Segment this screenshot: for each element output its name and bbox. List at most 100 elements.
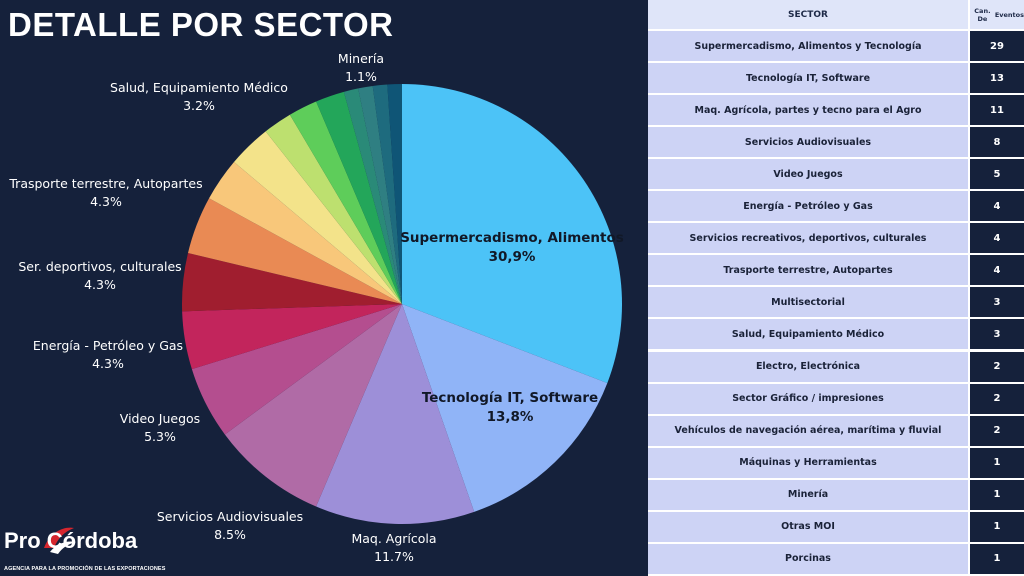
table-row: Tecnología IT, Software 13: [648, 63, 1024, 95]
pie-slice: [316, 91, 402, 304]
sector-cell: Sector Gráfico / impresiones: [648, 383, 968, 414]
chart-panel: DETALLE POR SECTOR Supermercadismo, Alim…: [4, 6, 624, 576]
pie-slice: [343, 88, 402, 304]
table-row: Servicios recreativos, deportivos, cultu…: [648, 223, 1024, 255]
pie-slice: [187, 198, 402, 304]
header-count-line2: Eventos: [994, 10, 1024, 19]
table-row: Vehículos de navegación aérea, marítima …: [648, 415, 1024, 448]
sector-cell: Multisectorial: [648, 287, 968, 318]
table-row: Trasporte terrestre, Autopartes 4: [648, 255, 1024, 287]
slice-percent: 30,9%: [489, 249, 536, 265]
sector-cell: Vehículos de navegación aérea, marítima …: [648, 415, 968, 446]
pie-slice: [289, 101, 402, 305]
procordoba-logo: Pro Córdoba AGENCIA PARA LA PROMOCIÓN DE…: [4, 522, 174, 576]
table-row: Salud, Equipamiento Médico 3: [648, 319, 1024, 351]
slice-label: Trasporte terrestre, Autopartes: [8, 176, 202, 191]
slice-label: Tecnología IT, Software: [422, 390, 598, 406]
count-cell: 2: [970, 383, 1024, 414]
count-cell: 3: [970, 319, 1024, 350]
pie-slice: [209, 161, 402, 304]
pie-chart: Supermercadismo, Alimentos 30,9% Tecnologí…: [8, 51, 624, 564]
sector-cell: Servicios recreativos, deportivos, cultu…: [648, 223, 968, 254]
slice-percent: 1.1%: [345, 69, 377, 84]
pie-slice: [402, 304, 608, 512]
sector-cell: Electro, Electrónica: [648, 351, 968, 382]
sector-cell: Minería: [648, 479, 968, 510]
swoosh-icon: [44, 527, 76, 554]
sector-cell: Tecnología IT, Software: [648, 63, 968, 94]
table-row: Minería 1: [648, 479, 1024, 512]
slice-percent: 4.3%: [90, 194, 122, 209]
table-row: Energía - Petróleo y Gas 4: [648, 191, 1024, 223]
sector-cell: Porcinas: [648, 543, 968, 574]
header-sector: SECTOR: [648, 0, 968, 29]
count-cell: 4: [970, 223, 1024, 254]
pie-slice: [234, 131, 402, 304]
count-cell: 11: [970, 95, 1024, 126]
pie-slice: [191, 304, 402, 435]
pie-slice: [316, 304, 475, 525]
count-cell: 2: [970, 415, 1024, 446]
pie-slice: [387, 83, 402, 304]
logo-brand-text: Pro Córdoba: [4, 528, 138, 553]
header-count-line1: Can. De: [974, 6, 991, 23]
slice-label: Ser. deportivos, culturales: [18, 259, 181, 274]
pie-slice: [358, 85, 402, 305]
table-row: Porcinas 1: [648, 543, 1024, 576]
slice-percent: 13,8%: [487, 409, 534, 425]
slice-label: Servicios Audiovisuales: [157, 509, 303, 524]
slice-percent: 4.3%: [92, 356, 124, 371]
count-cell: 8: [970, 127, 1024, 158]
sector-cell: Maq. Agrícola, partes y tecno para el Ag…: [648, 95, 968, 126]
table-row: Sector Gráfico / impresiones 2: [648, 383, 1024, 416]
slice-label: Supermercadismo, Alimentos: [400, 230, 624, 246]
sector-cell: Trasporte terrestre, Autopartes: [648, 255, 968, 286]
table-row: Electro, Electrónica 2: [648, 351, 1024, 384]
count-cell: 1: [970, 543, 1024, 574]
count-cell: 1: [970, 479, 1024, 510]
pie-slice: [182, 304, 402, 370]
slice-label: Salud, Equipamiento Médico: [110, 80, 288, 95]
slice-percent: 3.2%: [183, 98, 215, 113]
slice-percent: 4.3%: [84, 277, 116, 292]
slice-percent: 8.5%: [214, 527, 246, 542]
logo-tagline: AGENCIA PARA LA PROMOCIÓN DE LAS EXPORTA…: [4, 566, 166, 572]
sector-cell: Video Juegos: [648, 159, 968, 190]
table-header-row: SECTOR Can. De Eventos: [648, 0, 1024, 31]
table-row: Multisectorial 3: [648, 287, 1024, 319]
slice-percent: 11.7%: [374, 549, 414, 564]
sector-cell: Salud, Equipamiento Médico: [648, 319, 968, 350]
table-row: Supermercadismo, Alimentos y Tecnología 2…: [648, 31, 1024, 63]
pie-slice: [181, 253, 402, 312]
table-row: Máquinas y Herramientas 1: [648, 447, 1024, 480]
pie-slice: [265, 114, 402, 305]
slice-label: Energía - Petróleo y Gas: [33, 338, 183, 353]
count-cell: 3: [970, 287, 1024, 318]
slice-label: Minería: [338, 51, 384, 66]
table-row: Video Juegos 5: [648, 159, 1024, 191]
sector-cell: Otras MOI: [648, 511, 968, 542]
pie-slice: [224, 304, 402, 507]
table-row: Maq. Agrícola, partes y tecno para el Ag…: [648, 95, 1024, 127]
slice-percent: 5.3%: [144, 429, 176, 444]
header-count: Can. De Eventos: [970, 0, 1024, 29]
sector-cell: Supermercadismo, Alimentos y Tecnología: [648, 31, 968, 62]
sector-cell: Máquinas y Herramientas: [648, 447, 968, 478]
count-cell: 2: [970, 351, 1024, 382]
table-row: Otras MOI 1: [648, 511, 1024, 544]
sector-table: SECTOR Can. De Eventos Supermercadismo, Ali…: [648, 0, 1024, 576]
sector-cell: Energía - Petróleo y Gas: [648, 191, 968, 222]
count-cell: 4: [970, 255, 1024, 286]
pie-slice: [372, 84, 402, 305]
count-cell: 1: [970, 511, 1024, 542]
slice-label: Video Juegos: [120, 411, 200, 426]
slice-label: Maq. Agrícola: [351, 531, 436, 546]
count-cell: 1: [970, 447, 1024, 478]
pie-slice: [402, 84, 623, 384]
page-title: DETALLE POR SECTOR: [8, 6, 394, 43]
count-cell: 5: [970, 159, 1024, 190]
count-cell: 13: [970, 63, 1024, 94]
count-cell: 29: [970, 31, 1024, 62]
table-row: Servicios Audiovisuales 8: [648, 127, 1024, 159]
count-cell: 4: [970, 191, 1024, 222]
